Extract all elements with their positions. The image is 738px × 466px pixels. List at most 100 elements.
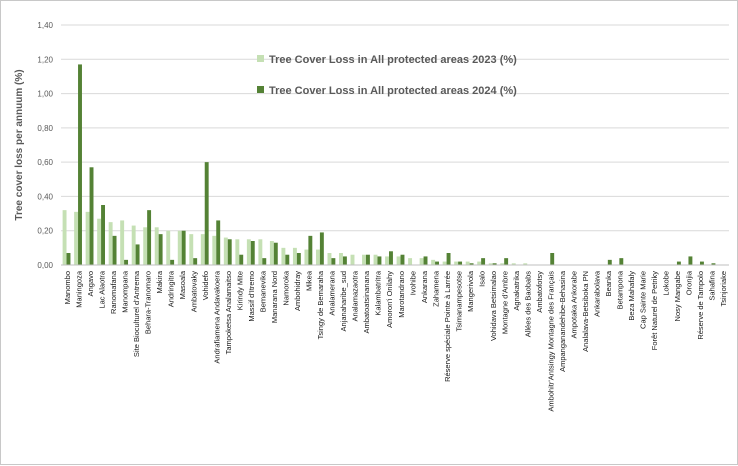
x-tick-label: Anjanaharibe_sud [339,271,348,331]
x-tick-label: Kalambatritra [374,270,383,315]
bar-2024 [550,253,555,265]
bar-2024 [435,261,439,265]
bar-2024 [711,263,716,265]
x-tick-label: Ivohibe [408,271,417,295]
bar-2023 [465,261,470,265]
bar-2023 [258,239,263,265]
bar-2023 [108,222,113,265]
bar-2023 [373,254,378,265]
bar-2024 [262,258,267,265]
legend-swatch-2024 [257,86,264,93]
bar-2024 [250,241,255,265]
bar-2024 [319,232,324,265]
bar-2023 [200,234,205,265]
bar-2024 [342,256,347,265]
x-tick-label: Manombo [63,271,72,304]
bar-2024 [331,258,336,265]
bar-2024 [273,242,278,265]
x-tick-label: Ampanganandehibe-Behasina [558,270,567,372]
x-tick-label: Lokobe [662,271,671,296]
y-tick-label: 1,00 [37,90,53,99]
x-tick-label: Manompana [120,270,129,313]
x-tick-label: Réserve spéciale Pointe à Larrée [443,271,452,382]
bar-2023 [477,261,482,265]
bar-2024 [112,235,117,265]
x-tick-label: Analamazaotra [351,270,360,321]
bar-2024 [469,263,474,265]
bar-2024 [216,220,221,265]
legend-label-2024: Tree Cover Loss in All protected areas 2… [269,85,517,97]
y-tick-label: 0,20 [37,227,53,236]
bar-2024 [78,64,82,265]
bar-2023 [62,210,67,265]
x-tick-label: Amoron'i Onilahy [385,271,394,328]
bar-2024 [699,261,704,265]
bar-2023 [511,263,516,265]
x-tick-label: Bemanevika [259,270,268,312]
x-tick-label: Ambatoatsinanana [362,270,371,333]
x-tick-label: Ankarana [420,270,429,303]
x-tick-label: Analalava-Betsiboka PN [581,271,590,352]
bar-2023 [223,237,228,265]
x-tick-label: Site Bioculturel d'Antrema [132,270,141,357]
bar-2024 [170,259,175,265]
x-tick-label: Tsimanampesotse [454,271,463,331]
bar-2023 [131,225,136,265]
bar-2024 [181,230,186,265]
bar-2024 [101,205,105,265]
bar-2024 [124,259,129,265]
bar-2024 [619,258,624,265]
x-tick-label: Massif d'Itremo [247,271,256,322]
bar-2024 [204,162,209,265]
x-tick-label: Vohidava Betsimalao [489,271,498,341]
x-tick-label: Ambohitr'Antsingy Montagne des Français [546,271,555,412]
bar-2023 [177,230,182,265]
bar-2023 [327,253,332,265]
x-tick-label: Montagne d'Ambre [500,271,509,334]
x-tick-label: Cap Sainte Marie [639,271,648,329]
bar-2024 [481,258,486,265]
x-tick-label: Tsinjoriake [719,271,728,306]
bar-2024 [158,234,163,265]
bar-2023 [269,241,274,265]
bar-2023 [212,235,217,265]
x-tick-label: Mangerivola [466,270,475,312]
bar-2023 [281,247,286,265]
x-tick-label: Makira [155,270,164,293]
x-tick-label: Isalo [477,271,486,287]
bar-2024 [504,258,509,265]
bar-2023 [85,211,90,265]
bar-2024 [227,239,232,265]
bar-2024 [239,254,244,265]
legend-label-2023: Tree Cover Loss in All protected areas 2… [269,54,517,66]
bar-2024 [135,244,140,265]
y-tick-label: 0,80 [37,124,53,133]
bar-2023 [246,239,251,265]
bar-2023 [120,220,125,265]
bar-2024 [66,253,71,265]
x-tick-label: Ankarabolava [593,270,602,317]
bar-2023 [97,218,102,265]
x-axis-labels: Manombo Maningoza Angavo Lac Alaotra Ranomaf… [63,270,728,412]
x-tick-label: Analamerana [328,270,337,315]
bar-2023 [419,258,424,265]
x-tick-label: Tampoketsa Analamaitso [224,271,233,354]
x-tick-label: Nosy Mangabe [673,271,682,321]
x-tick-label: Oronjia [685,270,694,295]
bar-2024 [423,256,428,265]
x-tick-label: Kirindy Mite [236,271,245,310]
bar-2023 [166,230,171,265]
bar-2024 [193,258,198,265]
x-tick-label: Ambatofotsy [535,271,544,313]
y-tick-label: 0,60 [37,158,53,167]
bar-2023 [385,256,390,265]
bar-2023 [523,263,528,265]
x-tick-label: Lac Alaotra [97,270,106,308]
x-tick-label: Agnakatrika [512,270,521,310]
x-tick-label: Ambatovaky [189,271,198,313]
bar-2023 [189,234,194,265]
x-tick-label: Andrafiamena Andavakoera [212,270,221,363]
y-axis-ticks: 0,00 0,20 0,40 0,60 0,80 1,00 1,20 1,40 [37,21,53,270]
bar-2024 [377,256,382,265]
